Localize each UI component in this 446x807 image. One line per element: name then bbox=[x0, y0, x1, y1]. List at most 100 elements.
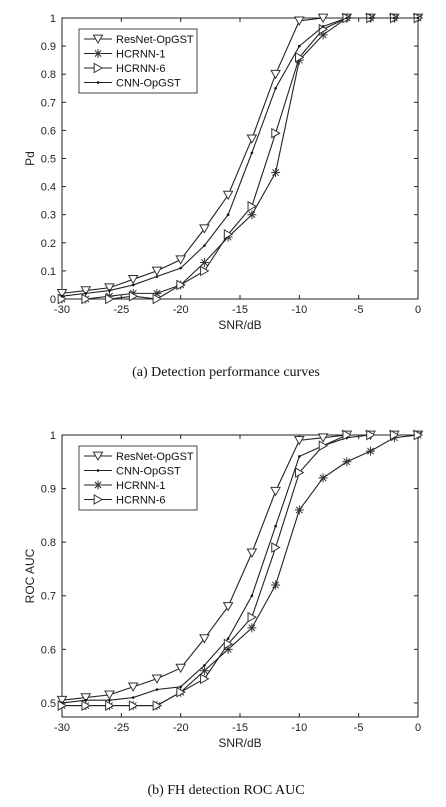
data-point bbox=[84, 292, 88, 295]
data-point bbox=[108, 698, 111, 702]
data-point bbox=[152, 288, 162, 298]
y-tick-label: 1 bbox=[50, 430, 56, 442]
data-point bbox=[293, 436, 305, 446]
data-point bbox=[271, 168, 281, 178]
legend-label: CNN-OpGST bbox=[116, 78, 181, 90]
x-tick-label: -5 bbox=[354, 722, 364, 734]
legend-label: HCRNN-6 bbox=[116, 495, 166, 507]
data-point bbox=[131, 696, 135, 699]
data-point bbox=[321, 25, 325, 28]
data-point bbox=[199, 634, 210, 644]
data-point bbox=[413, 429, 424, 441]
data-point bbox=[318, 473, 328, 483]
legend-marker bbox=[92, 34, 104, 45]
data-point bbox=[274, 86, 277, 90]
y-tick-label: 0.9 bbox=[41, 484, 56, 496]
data-point bbox=[176, 686, 186, 698]
data-point bbox=[104, 283, 115, 293]
data-point bbox=[317, 13, 329, 24]
data-point bbox=[203, 244, 206, 247]
x-tick-label: 0 bbox=[415, 304, 421, 316]
data-point bbox=[226, 637, 230, 640]
legend-marker bbox=[93, 62, 104, 74]
y-tick-label: 0.9 bbox=[41, 41, 56, 53]
x-tick-label: -15 bbox=[232, 722, 248, 734]
data-point bbox=[274, 524, 277, 528]
chart-detection-performance: -30 -25 -20 -15 -10 -5 0 0 0.1 0.2 0.3 0.4 0.5 0.6 0.7… bbox=[23, 12, 424, 380]
data-point bbox=[105, 293, 115, 305]
y-tick-label: 0.5 bbox=[41, 154, 56, 166]
data-point bbox=[416, 16, 420, 20]
y-tick-label: 0.5 bbox=[41, 698, 56, 710]
y-tick-label: 0.1 bbox=[41, 266, 56, 278]
data-point bbox=[128, 290, 139, 302]
legend-label: ResNet-OpGST bbox=[116, 34, 194, 46]
legend-marker bbox=[93, 49, 103, 58]
y-axis-label: ROC AUC bbox=[23, 548, 37, 603]
legend-marker bbox=[92, 451, 104, 462]
x-axis-label: SNR/dB bbox=[218, 736, 261, 750]
data-point bbox=[247, 623, 257, 633]
x-axis-label: SNR/dB bbox=[218, 318, 261, 332]
data-point bbox=[392, 16, 396, 20]
y-axis-label: Pd bbox=[23, 151, 37, 166]
series-cnn-opgst bbox=[60, 16, 420, 298]
y-tick-label: 0.8 bbox=[41, 69, 56, 81]
y-tick-label: 0.6 bbox=[41, 125, 56, 137]
data-point bbox=[199, 224, 210, 234]
data-point bbox=[222, 190, 234, 201]
y-tick-label: 0.4 bbox=[41, 182, 56, 194]
data-point bbox=[270, 486, 281, 497]
data-point bbox=[56, 289, 68, 299]
data-point bbox=[271, 580, 281, 590]
data-point bbox=[223, 638, 234, 650]
data-point bbox=[179, 685, 182, 689]
data-point bbox=[155, 275, 159, 278]
data-point bbox=[127, 682, 139, 692]
y-tick-label: 1 bbox=[50, 13, 56, 25]
x-tick-label: -5 bbox=[354, 304, 364, 316]
chart-roc-auc: -30 -25 -20 -15 -10 -5 0 0.5 0.6 0.7 0.8 0.9 1 SNR/dB… bbox=[23, 429, 424, 798]
data-point bbox=[81, 700, 91, 711]
data-point bbox=[247, 611, 257, 623]
series-line bbox=[62, 434, 418, 707]
data-point bbox=[246, 548, 258, 558]
data-point bbox=[127, 275, 139, 285]
data-point bbox=[203, 664, 206, 667]
data-point bbox=[199, 257, 209, 267]
x-tick-label: -10 bbox=[291, 304, 307, 316]
x-tick-label: -30 bbox=[54, 722, 70, 734]
legend-label: HCRNN-1 bbox=[116, 480, 166, 492]
data-point bbox=[293, 16, 305, 26]
y-tick-label: 0.6 bbox=[41, 644, 56, 656]
legend: ResNet-OpGST HCRNN-1 HCRNN-6 CNN-OpGST bbox=[78, 28, 198, 94]
data-point bbox=[151, 266, 163, 276]
figure-caption: (b) FH detection ROC AUC bbox=[147, 783, 304, 798]
data-point bbox=[295, 51, 305, 63]
data-point bbox=[155, 688, 159, 691]
data-point bbox=[250, 151, 254, 155]
data-point bbox=[57, 700, 68, 711]
data-point bbox=[342, 429, 352, 441]
data-point bbox=[271, 542, 281, 553]
legend-marker bbox=[96, 81, 100, 84]
data-point bbox=[104, 690, 115, 700]
data-point bbox=[345, 16, 349, 20]
series-line bbox=[61, 17, 418, 297]
y-tick-label: 0.3 bbox=[41, 210, 56, 222]
data-point bbox=[81, 293, 91, 305]
y-tick-label: 0.2 bbox=[41, 238, 56, 250]
data-point bbox=[246, 134, 258, 144]
data-point bbox=[317, 433, 329, 443]
data-point bbox=[318, 30, 328, 40]
data-point bbox=[223, 229, 234, 240]
x-tick-label: -10 bbox=[291, 722, 307, 734]
x-tick-label: -15 bbox=[232, 304, 248, 316]
x-tick-label: -25 bbox=[113, 304, 129, 316]
data-point bbox=[271, 127, 281, 139]
data-point bbox=[105, 700, 115, 711]
legend-marker bbox=[93, 494, 104, 505]
data-point bbox=[175, 663, 187, 674]
y-tick-label: 0.8 bbox=[41, 537, 56, 549]
